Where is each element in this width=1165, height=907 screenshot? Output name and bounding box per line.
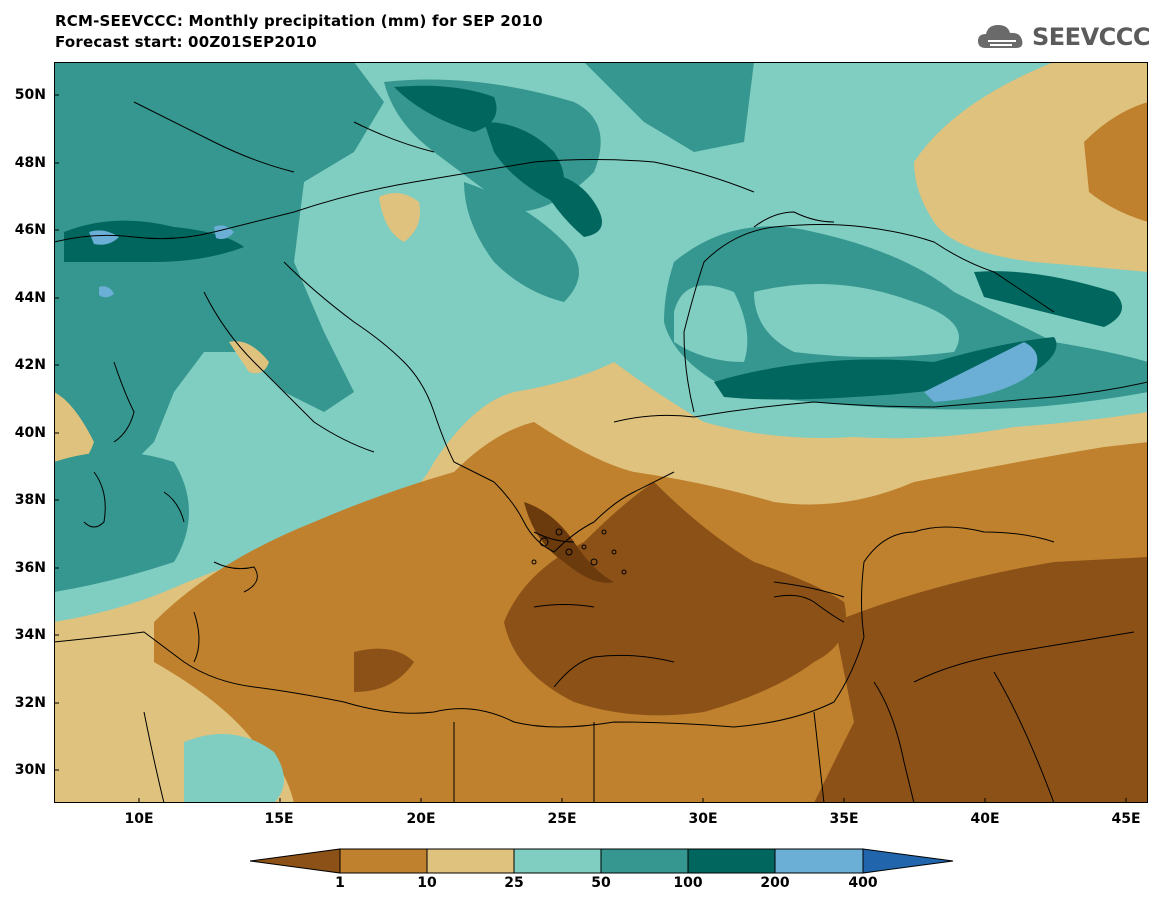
axis-ticks	[54, 94, 1127, 803]
colorbar-segment	[513, 848, 602, 874]
colorbar-segment	[687, 848, 776, 874]
precip-band-100-200	[64, 220, 244, 262]
colorbar-segment	[250, 848, 341, 874]
aegean-islands	[531, 528, 815, 608]
precip-band-below-1	[504, 482, 846, 716]
precip-band-25-50	[184, 734, 284, 803]
colorbar-label: 50	[591, 875, 611, 891]
colorbar-label: 100	[673, 875, 703, 891]
precip-band-200-400	[924, 342, 1038, 402]
precip-band-200-400	[99, 286, 114, 298]
y-tick-label: 34N	[14, 627, 46, 643]
precip-band-100-200	[974, 271, 1122, 327]
y-tick-label: 40N	[14, 425, 46, 441]
y-tick-label: 48N	[14, 155, 46, 171]
precip-band-25-50	[754, 284, 959, 357]
precip-band-50-100	[54, 452, 189, 592]
colorbar-label: 1	[335, 875, 345, 891]
coastlines	[54, 101, 1148, 803]
precip-band-100-200	[534, 172, 602, 237]
precip-band-50-100	[54, 62, 384, 542]
seevccc-logo: SEEVCCC	[976, 22, 1151, 52]
y-tick-label: 32N	[14, 695, 46, 711]
y-tick-label: 46N	[14, 222, 46, 238]
precip-band-below-1	[814, 557, 1148, 803]
y-tick-label: 50N	[14, 87, 46, 103]
logo-text: SEEVCCC	[1032, 23, 1151, 51]
precip-band-50-100	[584, 62, 754, 152]
colorbar	[250, 848, 954, 874]
colorbar-segment	[774, 848, 864, 874]
colorbar-segment	[600, 848, 689, 874]
colorbar-label: 10	[417, 875, 437, 891]
precip-band-below-1	[354, 648, 414, 692]
x-tick-label: 15E	[264, 811, 294, 827]
colorbar-segment	[426, 848, 515, 874]
precip-band-10-25	[379, 193, 420, 242]
precip-band-10-25	[914, 62, 1148, 272]
y-tick-label: 44N	[14, 290, 46, 306]
precip-band-50-100	[464, 182, 579, 302]
x-tick-label: 25E	[547, 811, 577, 827]
colorbar-segment	[339, 848, 428, 874]
y-tick-label: 36N	[14, 560, 46, 576]
y-tick-label: 38N	[14, 492, 46, 508]
x-tick-label: 10E	[124, 811, 154, 827]
x-tick-label: 45E	[1111, 811, 1141, 827]
y-tick-label: 30N	[14, 762, 46, 778]
precip-band-200-400	[89, 230, 119, 245]
precip-band-25-50	[674, 285, 748, 362]
forecast-start-label: Forecast start: 00Z01SEP2010	[55, 33, 317, 51]
precip-band-1-10	[1084, 102, 1148, 222]
precipitation-map	[54, 62, 1148, 803]
x-tick-label: 40E	[970, 811, 1000, 827]
x-tick-label: 35E	[829, 811, 859, 827]
colorbar-label: 25	[504, 875, 524, 891]
x-tick-label: 20E	[406, 811, 436, 827]
cloud-icon	[978, 25, 1023, 48]
colorbar-segment	[862, 848, 954, 874]
precip-band-100-200	[394, 85, 497, 132]
map-title: RCM-SEEVCCC: Monthly precipitation (mm) …	[55, 12, 543, 30]
x-tick-label: 30E	[688, 811, 718, 827]
y-tick-label: 42N	[14, 357, 46, 373]
precip-band-200-400	[214, 225, 234, 240]
colorbar-label: 400	[848, 875, 878, 891]
colorbar-label: 200	[760, 875, 790, 891]
precip-band-below-1	[524, 502, 614, 583]
